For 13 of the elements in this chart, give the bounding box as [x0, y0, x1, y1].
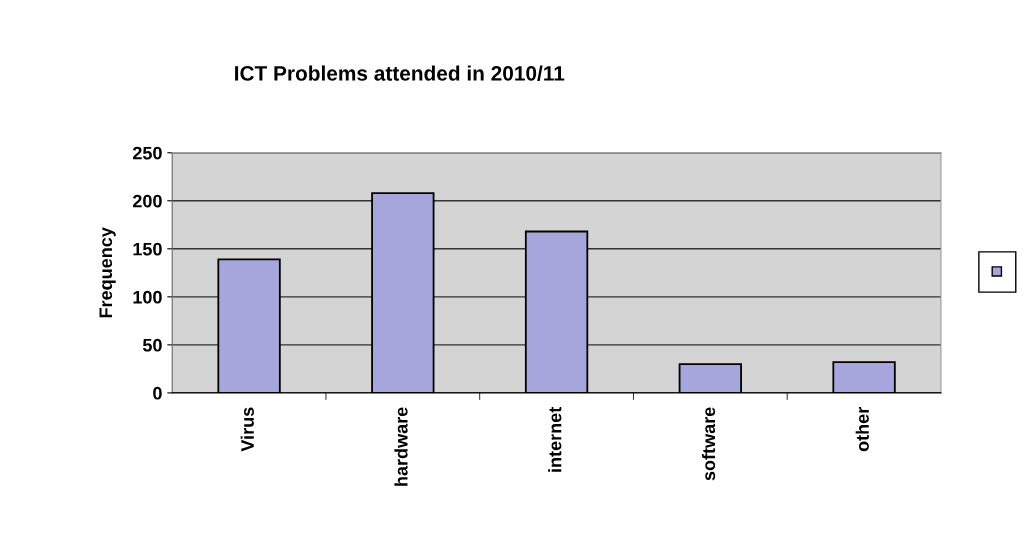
y-tick-label: 0: [153, 386, 162, 400]
x-tick-label: other: [855, 407, 869, 452]
y-axis-title: Frequency: [99, 227, 116, 318]
y-tick-label: 200: [132, 194, 162, 208]
y-tick-label: 150: [133, 242, 162, 256]
y-tick-label: 250: [132, 146, 162, 160]
x-tick-label: hardware: [394, 407, 408, 486]
chart-title: ICT Problems attended in 2010/11: [235, 65, 565, 81]
x-tick-label: Virus: [240, 407, 254, 452]
y-tick-label: 100: [133, 290, 162, 304]
y-tick-label: 50: [142, 338, 162, 352]
x-tick-label: internet: [548, 406, 562, 472]
x-tick-label: software: [701, 407, 716, 481]
